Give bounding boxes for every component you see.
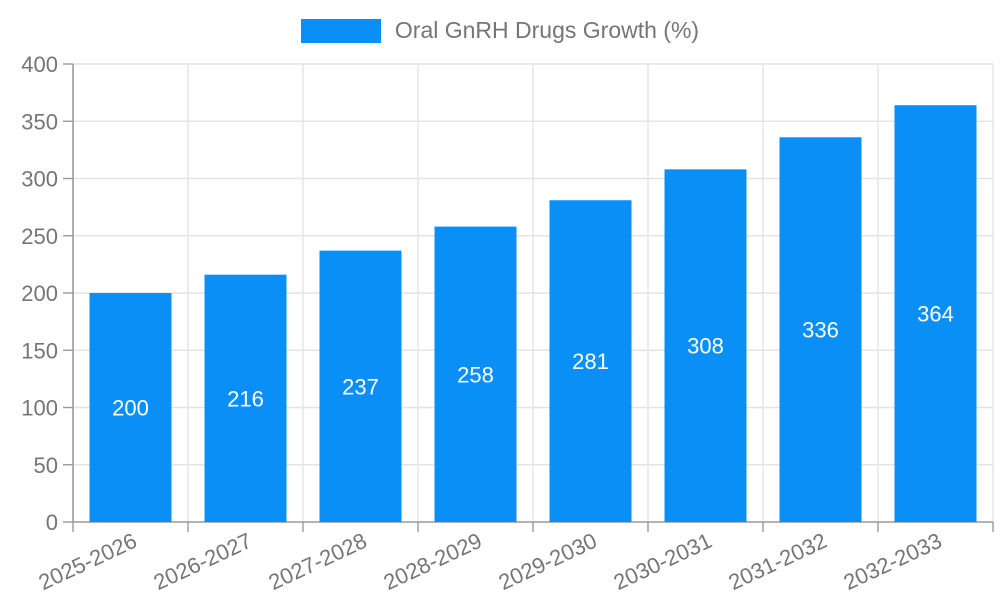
bar-2026-2027	[204, 274, 287, 522]
bar-2025-2026	[89, 293, 172, 522]
bar-value-label: 237	[342, 374, 379, 399]
bar-2030-2031	[664, 169, 747, 522]
bar-2027-2028	[319, 250, 402, 522]
y-tick-label: 50	[34, 453, 58, 478]
y-tick-label: 250	[21, 224, 58, 249]
x-tick-label: 2031-2032	[725, 528, 831, 595]
bar-value-label: 364	[917, 302, 954, 327]
x-tick-label: 2032-2033	[840, 528, 946, 595]
bar-2031-2032	[779, 137, 862, 522]
x-tick-label: 2027-2028	[265, 528, 371, 595]
legend-item[interactable]: Oral GnRH Drugs Growth (%)	[0, 17, 1000, 44]
bar-value-label: 281	[572, 349, 609, 374]
bar-value-label: 258	[457, 362, 494, 387]
x-tick-label: 2029-2030	[495, 528, 601, 595]
y-tick-label: 300	[21, 167, 58, 192]
y-tick-label: 400	[21, 52, 58, 77]
y-tick-label: 350	[21, 109, 58, 134]
bar-value-label: 216	[227, 386, 264, 411]
y-tick-label: 200	[21, 281, 58, 306]
x-tick-label: 2026-2027	[150, 528, 256, 595]
bar-2029-2030	[549, 200, 632, 522]
y-tick-label: 150	[21, 338, 58, 363]
x-tick-label: 2025-2026	[35, 528, 141, 595]
bar-value-label: 336	[802, 318, 839, 343]
bar-value-label: 200	[112, 396, 149, 421]
legend-swatch	[300, 18, 381, 43]
x-tick-label: 2028-2029	[380, 528, 486, 595]
y-tick-label: 100	[21, 396, 58, 421]
bar-value-label: 308	[687, 334, 724, 359]
bar-2028-2029	[434, 226, 517, 522]
bar-2032-2033	[894, 105, 977, 522]
x-tick-label: 2030-2031	[610, 528, 716, 595]
legend-label: Oral GnRH Drugs Growth (%)	[394, 17, 700, 43]
y-tick-label: 0	[46, 510, 58, 535]
